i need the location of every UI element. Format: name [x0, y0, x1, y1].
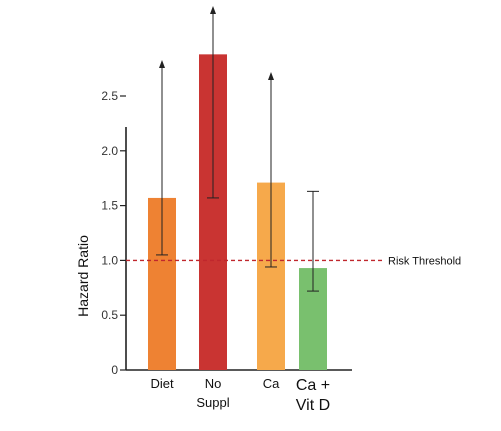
- reference-line-label: Risk Threshold: [388, 255, 461, 267]
- x-tick-label: Suppl: [196, 395, 229, 410]
- y-tick-label: 1.5: [101, 199, 118, 213]
- error-arrow: [268, 72, 274, 80]
- x-tick-label: Vit D: [296, 397, 330, 414]
- error-arrow: [159, 60, 165, 68]
- error-arrow: [210, 6, 216, 14]
- y-tick-label: 0: [111, 363, 118, 377]
- x-tick-labels: Diet No Suppl Ca Ca + Vit D: [150, 376, 330, 414]
- x-tick-label: No: [205, 376, 222, 391]
- y-tick-label: 1.0: [101, 253, 118, 267]
- y-tick-label: 2.5: [101, 89, 118, 103]
- bars: [148, 54, 327, 371]
- x-tick-label: Ca: [263, 376, 280, 391]
- y-axis-title: Hazard Ratio: [75, 235, 91, 317]
- y-tick-label: 2.0: [101, 144, 118, 158]
- x-tick-label: Ca +: [296, 377, 330, 394]
- y-tick-label: 0.5: [101, 308, 118, 322]
- error-bars: [156, 6, 319, 292]
- x-tick-label: Diet: [150, 376, 174, 391]
- reference-line-group: Risk Threshold: [126, 255, 461, 267]
